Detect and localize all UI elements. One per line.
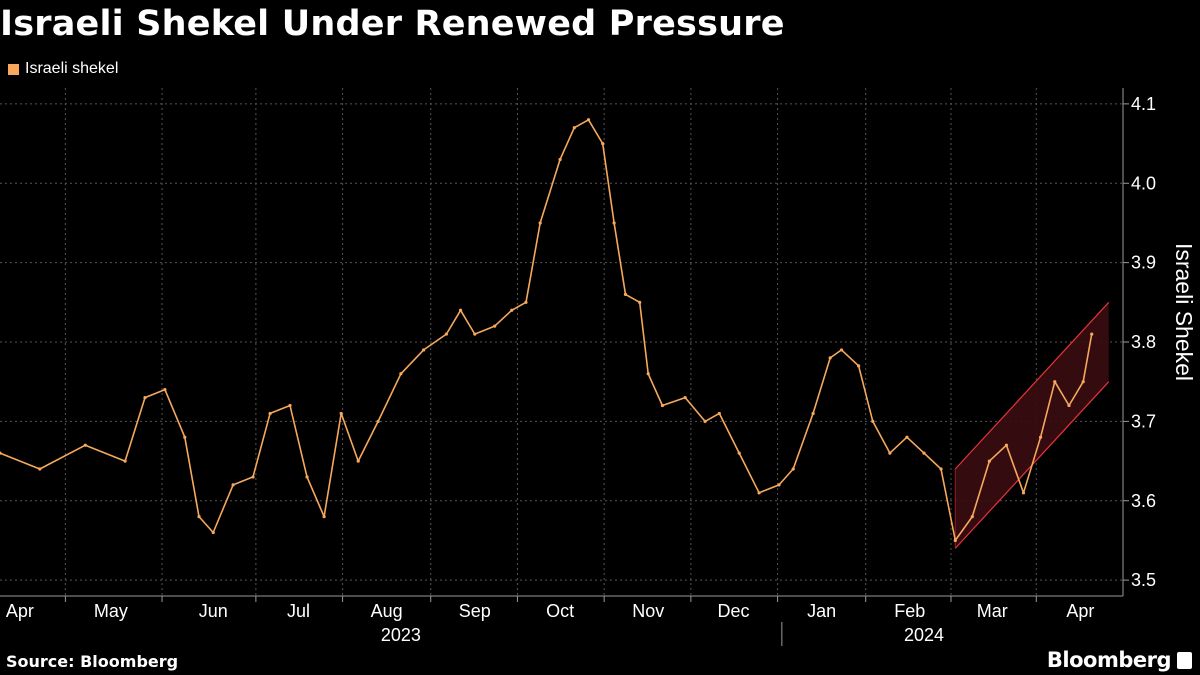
x-year-label: 2023 (381, 625, 421, 645)
data-point (538, 221, 542, 225)
data-point (163, 388, 167, 392)
data-point (828, 356, 832, 360)
x-tick-label: Apr (6, 601, 34, 621)
brand-logo: Bloomberg (1047, 648, 1192, 672)
brand-name: Bloomberg (1046, 648, 1172, 672)
x-tick-label: Mar (977, 601, 1008, 621)
data-point (0, 451, 2, 455)
data-point (444, 332, 448, 336)
y-tick-label: 3.8 (1131, 332, 1156, 352)
data-point (1081, 380, 1085, 384)
data-point (356, 459, 360, 463)
data-point (268, 411, 272, 416)
data-point (288, 403, 292, 408)
data-point (339, 411, 343, 416)
y-tick-label: 3.5 (1131, 570, 1156, 590)
x-tick-label: Jun (199, 601, 228, 621)
data-point (251, 475, 255, 479)
data-point (757, 491, 761, 495)
x-tick-label: Dec (717, 601, 749, 621)
data-point (871, 419, 875, 423)
data-point (623, 292, 628, 296)
data-point (572, 126, 576, 130)
data-point (922, 451, 926, 455)
data-point (839, 348, 844, 352)
data-point (211, 530, 215, 535)
y-tick-label: 3.7 (1131, 411, 1156, 431)
data-point (717, 411, 721, 416)
data-point (703, 419, 707, 423)
x-tick-label: Sep (459, 601, 491, 621)
trend-channel-fill (955, 302, 1109, 549)
x-tick-label: Oct (546, 601, 574, 621)
y-axis-label: Israeli Shekel (1171, 243, 1197, 381)
data-point (1004, 443, 1009, 447)
x-tick-label: Aug (371, 601, 403, 621)
data-point (83, 443, 87, 447)
data-point (524, 300, 528, 304)
data-point (123, 459, 127, 463)
data-point (231, 483, 235, 487)
data-point (638, 300, 642, 304)
x-tick-label: Jan (807, 601, 836, 621)
data-point (811, 411, 815, 416)
data-point (777, 483, 781, 487)
series-line (0, 119, 1093, 542)
data-point (953, 538, 957, 543)
x-tick-label: Feb (894, 601, 925, 621)
data-point (1090, 332, 1094, 336)
data-point (888, 451, 892, 455)
data-point (601, 141, 605, 146)
data-point (1038, 435, 1043, 439)
data-point (683, 395, 687, 400)
data-point (305, 475, 309, 479)
data-point (510, 308, 514, 312)
legend-swatch (8, 63, 19, 75)
data-point (1053, 380, 1057, 384)
data-point (493, 324, 497, 328)
x-tick-label: Nov (632, 601, 664, 621)
data-point (586, 118, 591, 122)
data-point (970, 515, 974, 519)
data-point (473, 332, 477, 336)
data-point (1067, 403, 1071, 408)
data-point (939, 467, 943, 471)
y-tick-label: 4.0 (1131, 173, 1156, 193)
data-point (422, 348, 426, 352)
legend-label: Israeli shekel (25, 60, 119, 77)
data-point (646, 372, 650, 376)
data-point (856, 364, 861, 368)
data-point (987, 459, 991, 463)
data-point (143, 395, 147, 400)
trend-channel-upper (954, 301, 1110, 470)
source-note: Source: Bloomberg (6, 652, 179, 671)
x-tick-label: May (94, 601, 128, 621)
data-point (399, 372, 403, 376)
data-point (458, 308, 463, 312)
data-point (612, 221, 616, 225)
data-point (38, 467, 42, 471)
chart-title: Israeli Shekel Under Renewed Pressure (0, 4, 785, 44)
data-point (322, 515, 326, 519)
data-point (558, 157, 562, 162)
data-point (791, 467, 795, 471)
data-point (737, 451, 741, 455)
x-tick-label: Apr (1066, 601, 1094, 621)
data-point (376, 419, 380, 423)
y-tick-label: 3.9 (1131, 253, 1156, 273)
data-point (183, 435, 187, 439)
y-tick-label: 3.6 (1131, 491, 1156, 511)
data-point (197, 515, 201, 519)
data-point (1021, 491, 1026, 495)
data-point (660, 403, 665, 408)
data-point (905, 435, 909, 439)
x-tick-label: Jul (287, 601, 310, 621)
y-tick-label: 4.1 (1131, 94, 1156, 114)
x-year-label: 2024 (904, 625, 944, 645)
bloomberg-icon (1177, 651, 1192, 669)
legend: Israeli shekel (8, 60, 118, 78)
